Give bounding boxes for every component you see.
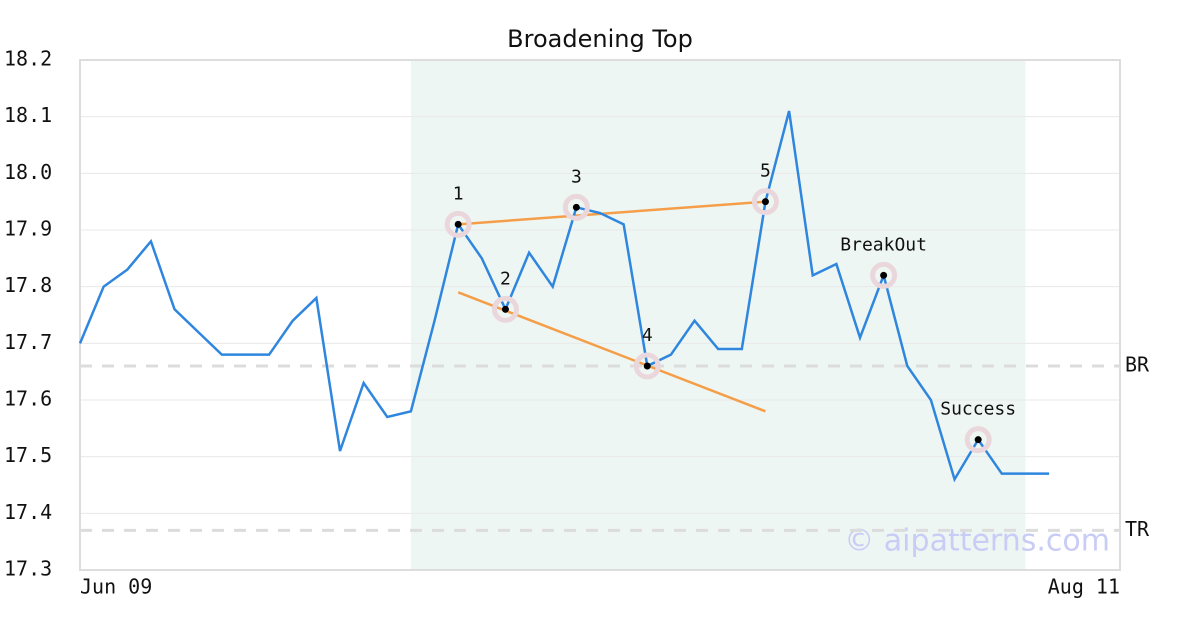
y-tick-label: 17.5 [4, 443, 52, 467]
trend-line [458, 200, 766, 226]
pivot-label: 4 [642, 325, 653, 346]
pivot-dot [454, 220, 462, 228]
y-tick-label: 17.8 [4, 273, 52, 297]
pivot-label: 3 [571, 166, 582, 187]
x-tick-label: Jun 09 [80, 575, 152, 599]
level-label: BR [1125, 353, 1150, 377]
y-tick-label: 17.3 [4, 557, 52, 581]
pivot-label: 1 [453, 183, 464, 204]
plot-frame [79, 59, 1121, 571]
y-tick-label: 18.1 [4, 103, 52, 127]
trend-line [457, 291, 766, 413]
pivot-label: 5 [760, 161, 771, 182]
pivot-label: Success [940, 399, 1016, 420]
pivot-dot [761, 198, 769, 206]
pivot-halo [633, 352, 661, 380]
pivot-halo [751, 188, 779, 216]
y-tick-label: 17.7 [4, 330, 52, 354]
pivot-halo [491, 295, 519, 323]
pivot-halo [444, 210, 472, 238]
y-tick-label: 18.2 [4, 47, 52, 71]
pivot-dot [643, 362, 651, 370]
pivot-dot [501, 305, 509, 313]
pivot-halo [562, 193, 590, 221]
y-tick-label: 17.9 [4, 217, 52, 241]
pivot-dot [880, 271, 888, 279]
y-tick-label: 17.4 [4, 500, 52, 524]
pivot-halo [964, 426, 992, 454]
level-label: TR [1125, 517, 1150, 541]
x-tick-label: Aug 11 [1048, 575, 1120, 599]
pivot-dot [572, 203, 580, 211]
y-tick-label: 18.0 [4, 160, 52, 184]
pivot-halo [870, 261, 898, 289]
pivot-label: 2 [500, 268, 511, 289]
y-tick-label: 17.6 [4, 387, 52, 411]
watermark: © aipatterns.com [844, 524, 1110, 559]
chart-title: Broadening Top [507, 25, 693, 53]
price-line [78, 110, 1050, 483]
pivot-dot [974, 436, 982, 444]
pivot-label: BreakOut [840, 234, 927, 255]
highlight-region [410, 60, 1026, 570]
